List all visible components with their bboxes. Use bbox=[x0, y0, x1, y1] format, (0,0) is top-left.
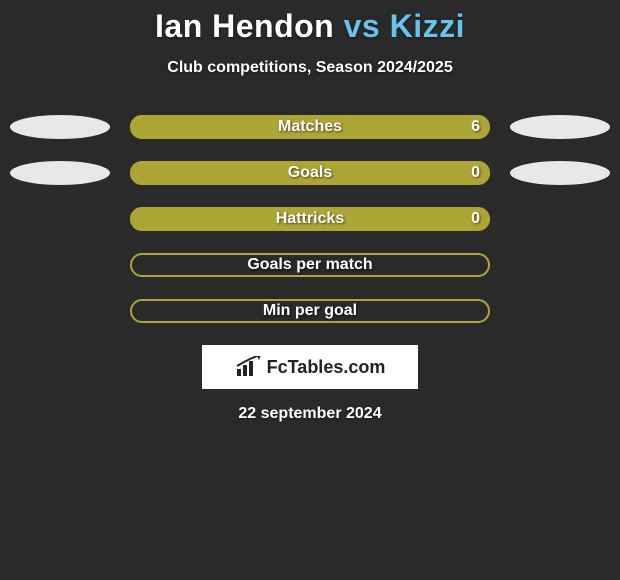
left-ellipse bbox=[10, 161, 110, 185]
stat-row: Goals0 bbox=[10, 161, 610, 185]
stat-bar: Goals0 bbox=[130, 161, 490, 185]
left-ellipse bbox=[10, 115, 110, 139]
stat-value-right: 6 bbox=[471, 115, 480, 139]
stat-label: Matches bbox=[130, 115, 490, 139]
logo-chart-icon bbox=[235, 356, 263, 378]
stat-bar: Goals per match bbox=[130, 253, 490, 277]
subtitle: Club competitions, Season 2024/2025 bbox=[0, 59, 620, 77]
stat-label: Goals bbox=[130, 161, 490, 185]
player1-name: Ian Hendon bbox=[155, 8, 334, 44]
page-title: Ian Hendon vs Kizzi bbox=[0, 0, 620, 45]
date-text: 22 september 2024 bbox=[0, 405, 620, 423]
stat-label: Min per goal bbox=[130, 299, 490, 323]
stat-row: Matches6 bbox=[10, 115, 610, 139]
stat-label: Goals per match bbox=[130, 253, 490, 277]
stat-value-right: 0 bbox=[471, 207, 480, 231]
right-ellipse bbox=[510, 115, 610, 139]
stat-bar: Matches6 bbox=[130, 115, 490, 139]
stat-bar: Min per goal bbox=[130, 299, 490, 323]
stat-row: Goals per match bbox=[10, 253, 610, 277]
stat-label: Hattricks bbox=[130, 207, 490, 231]
player2-name: Kizzi bbox=[390, 8, 465, 44]
stat-row: Hattricks0 bbox=[10, 207, 610, 231]
logo-text: FcTables.com bbox=[267, 357, 386, 378]
stat-bar: Hattricks0 bbox=[130, 207, 490, 231]
logo-box: FcTables.com bbox=[202, 345, 418, 389]
right-ellipse bbox=[510, 161, 610, 185]
logo: FcTables.com bbox=[235, 356, 386, 378]
stat-value-right: 0 bbox=[471, 161, 480, 185]
stat-row: Min per goal bbox=[10, 299, 610, 323]
vs-text: vs bbox=[344, 8, 381, 44]
stat-rows: Matches6Goals0Hattricks0Goals per matchM… bbox=[0, 115, 620, 323]
stats-comparison-card: Ian Hendon vs Kizzi Club competitions, S… bbox=[0, 0, 620, 580]
